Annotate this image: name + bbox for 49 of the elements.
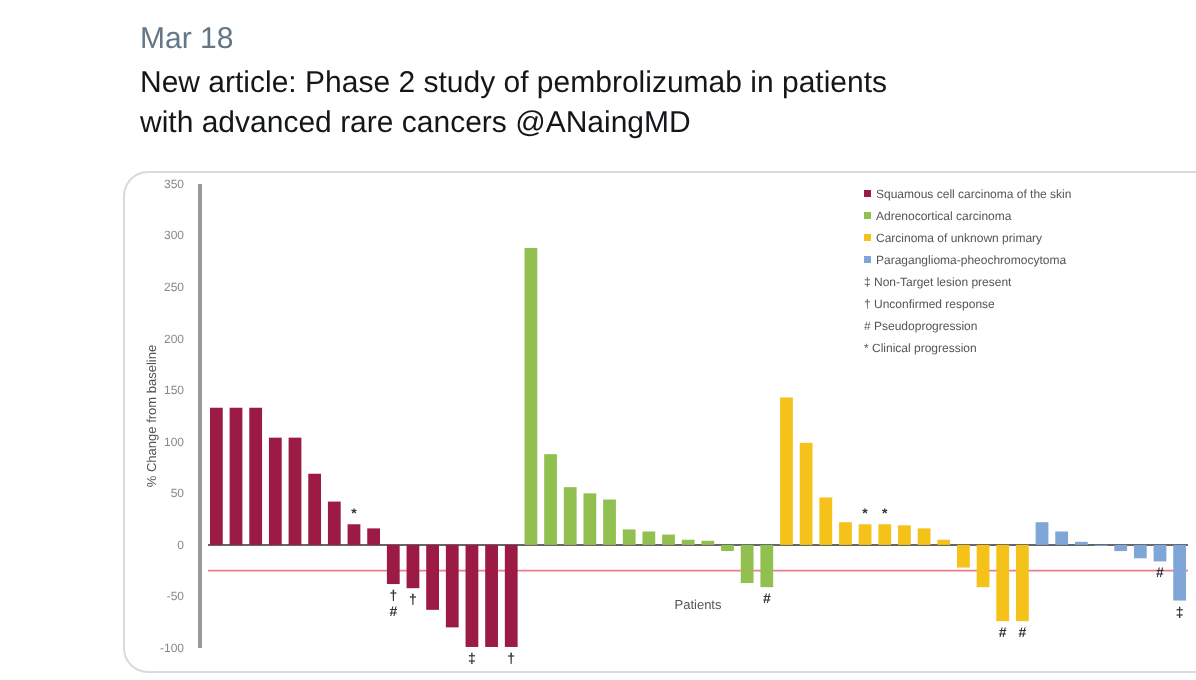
bar [799, 442, 813, 545]
bar [839, 522, 852, 545]
bar [583, 493, 597, 545]
bar [603, 499, 616, 545]
bar [445, 544, 459, 628]
bar [917, 528, 931, 545]
bar [642, 531, 656, 545]
chart-subtitle: Mar 18 [140, 22, 234, 56]
bar [209, 407, 223, 545]
bar [465, 544, 479, 647]
bar [858, 524, 872, 545]
bar [662, 534, 675, 545]
bar [937, 539, 951, 545]
bar [898, 525, 911, 545]
bar [308, 473, 322, 545]
bar [1153, 544, 1167, 562]
bar [721, 544, 734, 552]
bar [229, 407, 243, 545]
chart-title: New article: Phase 2 study of pembrolizumab in patients with advanced rare cancers @ANaingMD [138, 66, 888, 140]
bar [563, 487, 577, 545]
bar [288, 437, 302, 545]
bar [524, 247, 538, 545]
bar [996, 544, 1010, 622]
bar [386, 544, 400, 585]
bar [1133, 544, 1147, 559]
bar [1035, 522, 1049, 545]
bar [367, 528, 381, 545]
bar [622, 529, 636, 545]
bar [485, 544, 498, 647]
bar [819, 497, 833, 545]
bar [976, 544, 990, 588]
bar [327, 501, 341, 545]
bar [1015, 544, 1029, 622]
bar [878, 524, 892, 545]
bar [780, 397, 793, 545]
bar [249, 407, 263, 545]
bar [268, 437, 282, 545]
bar [681, 539, 695, 545]
bar [406, 544, 420, 589]
bar [544, 454, 557, 545]
bar [1055, 531, 1069, 545]
bar [504, 544, 518, 647]
bar [760, 544, 774, 588]
bar [957, 544, 970, 568]
bar [1173, 544, 1187, 601]
bar [347, 524, 361, 545]
bar [740, 544, 754, 584]
bar [1114, 544, 1128, 552]
bar [426, 544, 439, 610]
